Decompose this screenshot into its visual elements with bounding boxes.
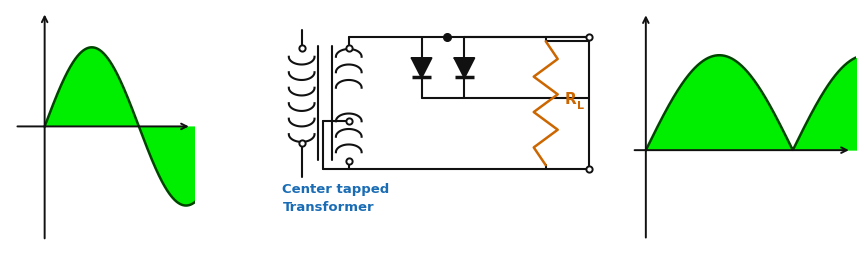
Polygon shape: [412, 58, 432, 77]
Text: R: R: [565, 92, 577, 107]
Polygon shape: [454, 58, 474, 77]
Text: Center tapped
Transformer: Center tapped Transformer: [282, 183, 389, 214]
Text: L: L: [577, 101, 584, 111]
